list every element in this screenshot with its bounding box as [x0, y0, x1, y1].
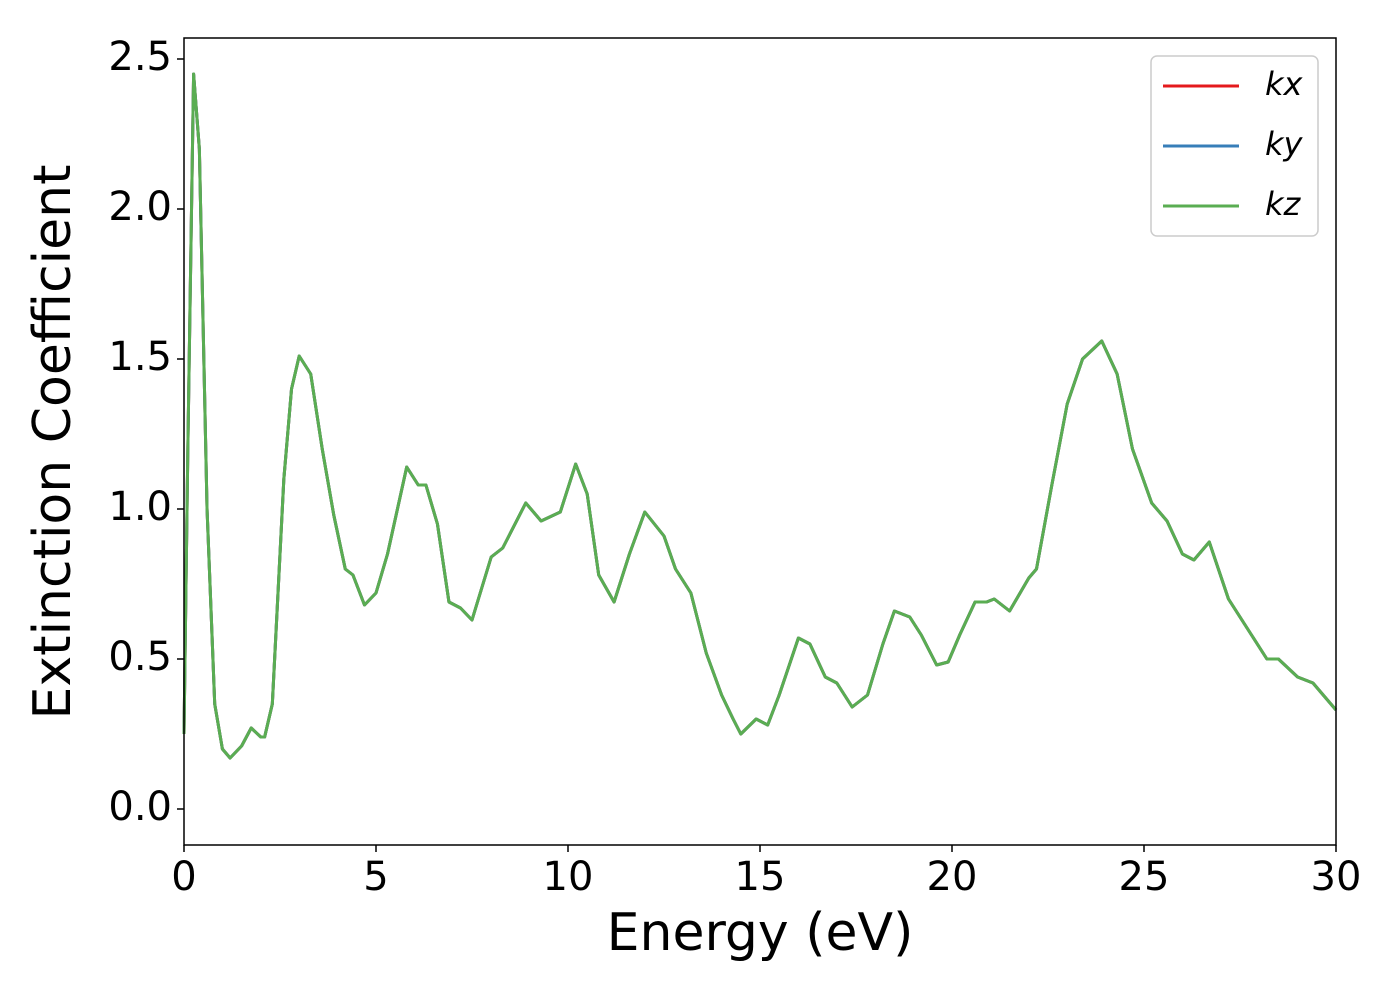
x-tick-label: 0 [171, 854, 196, 900]
y-tick-label: 0.5 [108, 634, 172, 680]
legend-label: kz [1265, 185, 1302, 223]
x-tick-label: 5 [363, 854, 388, 900]
y-tick-label: 2.5 [108, 34, 172, 80]
legend-label: kx [1265, 65, 1304, 103]
y-axis-label: Extinction Coefficient [23, 165, 83, 720]
x-tick-label: 25 [1119, 854, 1170, 900]
legend-label: ky [1265, 125, 1304, 163]
y-tick-label: 2.0 [108, 184, 172, 230]
x-tick-label: 10 [543, 854, 594, 900]
series-line [182, 72, 1338, 760]
y-tick-label: 1.0 [108, 484, 172, 530]
x-tick-label: 15 [735, 854, 786, 900]
y-tick-label: 1.5 [108, 334, 172, 380]
x-axis-label: Energy (eV) [607, 903, 914, 963]
x-tick-label: 30 [1311, 854, 1362, 900]
y-tick-label: 0.0 [108, 784, 172, 830]
x-tick-label: 20 [927, 854, 978, 900]
plot-frame [183, 37, 1337, 846]
